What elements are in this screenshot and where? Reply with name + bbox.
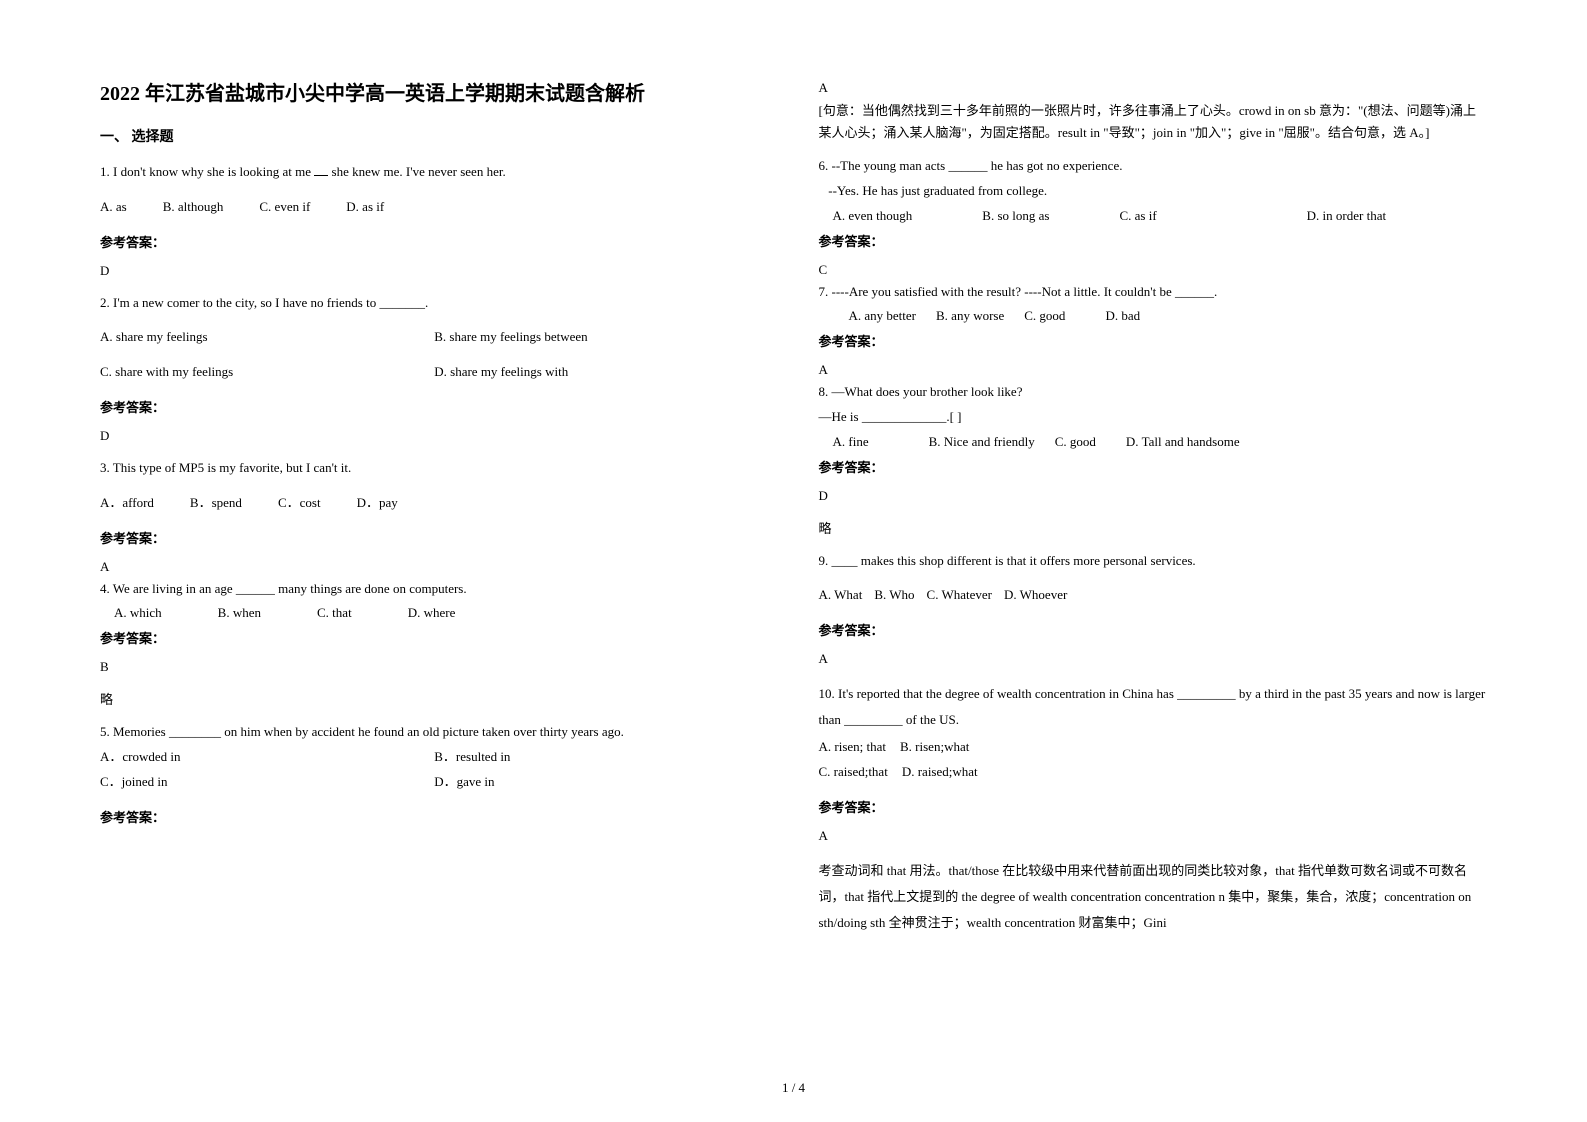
q9-ans-label: 参考答案： xyxy=(819,620,1488,639)
q2-stem: 2. I'm a new comer to the city, so I hav… xyxy=(100,293,769,314)
q1-stem: 1. I don't know why she is looking at me… xyxy=(100,162,769,183)
q10-opt-a: A. risen; that xyxy=(819,737,887,758)
q6-opt-a: A. even though xyxy=(833,206,913,227)
q4-ans: B xyxy=(100,659,769,675)
q10-opt-c: C. raised;that xyxy=(819,762,888,783)
blank-icon xyxy=(314,175,328,176)
document-title: 2022 年江苏省盐城市小尖中学高一英语上学期期末试题含解析 xyxy=(100,80,769,108)
q8-opt-c: C. good xyxy=(1055,432,1096,453)
q1-stem-a: 1. I don't know why she is looking at me xyxy=(100,164,314,179)
q4-options: A. which B. when C. that D. where xyxy=(100,603,769,624)
q3-opt-c: C．cost xyxy=(278,493,321,514)
q7-ans-label: 参考答案： xyxy=(819,331,1488,350)
q5-options: A．crowded in B．resulted in C．joined in D… xyxy=(100,747,769,793)
q6-opt-d: D. in order that xyxy=(1307,206,1386,227)
q7-opt-d: D. bad xyxy=(1105,306,1140,327)
q5-ans-label: 参考答案： xyxy=(100,807,769,826)
section-heading: 一、 选择题 xyxy=(100,126,769,146)
q8-note: 略 xyxy=(819,518,1488,537)
q7-options: A. any better B. any worse C. good D. ba… xyxy=(819,306,1488,327)
q10-opt-b: B. risen;what xyxy=(900,737,969,758)
q9-options: A. What B. Who C. Whatever D. Whoever xyxy=(819,585,1488,606)
q8-ans-label: 参考答案： xyxy=(819,457,1488,476)
q5-opt-c: C．joined in xyxy=(100,772,434,793)
q10-stem: 10. It's reported that the degree of wea… xyxy=(819,681,1488,733)
q6-ans-label: 参考答案： xyxy=(819,231,1488,250)
q8-options: A. fine B. Nice and friendly C. good D. … xyxy=(819,432,1488,453)
q8-opt-a: A. fine xyxy=(833,432,869,453)
q2-opt-a: A. share my feelings xyxy=(100,327,434,348)
q5-stem: 5. Memories ________ on him when by acci… xyxy=(100,722,769,743)
q8-opt-b: B. Nice and friendly xyxy=(929,432,1035,453)
q1-opt-a: A. as xyxy=(100,197,127,218)
q9-opt-d: D. Whoever xyxy=(1004,585,1067,606)
q1-ans: D xyxy=(100,263,769,279)
q3-ans: A xyxy=(100,559,769,575)
q7-opt-c: C. good xyxy=(1024,306,1065,327)
q9-opt-a: A. What xyxy=(819,585,863,606)
q2-options: A. share my feelings B. share my feeling… xyxy=(100,327,769,383)
q4-opt-a: A. which xyxy=(114,603,162,624)
q5-opt-d: D．gave in xyxy=(434,772,768,793)
q9-opt-c: C. Whatever xyxy=(927,585,992,606)
q2-opt-b: B. share my feelings between xyxy=(434,327,768,348)
q1-options: A. as B. although C. even if D. as if xyxy=(100,197,769,218)
q3-options: A．afford B．spend C．cost D．pay xyxy=(100,493,769,514)
q3-opt-a: A．afford xyxy=(100,493,154,514)
q9-stem: 9. ____ makes this shop different is tha… xyxy=(819,551,1488,572)
q8-stem1: 8. —What does your brother look like? xyxy=(819,382,1488,403)
q9-opt-b: B. Who xyxy=(874,585,914,606)
q2-ans-label: 参考答案： xyxy=(100,397,769,416)
q1-opt-c: C. even if xyxy=(259,197,310,218)
q2-opt-c: C. share with my feelings xyxy=(100,362,434,383)
q7-stem: 7. ----Are you satisfied with the result… xyxy=(819,282,1488,303)
q2-ans: D xyxy=(100,428,769,444)
page-number: 1 / 4 xyxy=(0,1080,1587,1096)
q6-ans: C xyxy=(819,262,1488,278)
q9-ans: A xyxy=(819,651,1488,667)
q7-opt-a: A. any better xyxy=(849,306,917,327)
q8-stem2: —He is _____________.[ ] xyxy=(819,407,1488,428)
q5-ans: A xyxy=(819,80,1488,96)
q1-stem-b: she knew me. I've never seen her. xyxy=(328,164,505,179)
q2-opt-d: D. share my feelings with xyxy=(434,362,768,383)
q8-opt-d: D. Tall and handsome xyxy=(1126,432,1240,453)
q4-opt-c: C. that xyxy=(317,603,352,624)
q10-opt-d: D. raised;what xyxy=(902,762,978,783)
left-column: 2022 年江苏省盐城市小尖中学高一英语上学期期末试题含解析 一、 选择题 1.… xyxy=(100,80,769,948)
q10-ans: A xyxy=(819,828,1488,844)
q4-opt-b: B. when xyxy=(218,603,261,624)
q1-opt-d: D. as if xyxy=(346,197,384,218)
q4-note: 略 xyxy=(100,689,769,708)
q10-explain: 考查动词和 that 用法。that/those 在比较级中用来代替前面出现的同… xyxy=(819,858,1488,936)
q6-stem1: 6. --The young man acts ______ he has go… xyxy=(819,156,1488,177)
q8-ans: D xyxy=(819,488,1488,504)
page-container: 2022 年江苏省盐城市小尖中学高一英语上学期期末试题含解析 一、 选择题 1.… xyxy=(0,0,1587,988)
q5-opt-b: B．resulted in xyxy=(434,747,768,768)
q10-ans-label: 参考答案： xyxy=(819,797,1488,816)
q6-opt-b: B. so long as xyxy=(982,206,1049,227)
q10-options: A. risen; that B. risen;what C. raised;t… xyxy=(819,737,1488,783)
q4-opt-d: D. where xyxy=(408,603,456,624)
q3-stem: 3. This type of MP5 is my favorite, but … xyxy=(100,458,769,479)
q4-ans-label: 参考答案： xyxy=(100,628,769,647)
q3-ans-label: 参考答案： xyxy=(100,528,769,547)
q1-opt-b: B. although xyxy=(163,197,224,218)
q3-opt-d: D．pay xyxy=(357,493,398,514)
q6-stem2: --Yes. He has just graduated from colleg… xyxy=(819,181,1488,202)
q7-opt-b: B. any worse xyxy=(936,306,1004,327)
right-column: A [句意：当他偶然找到三十多年前照的一张照片时，许多往事涌上了心头。crowd… xyxy=(819,80,1488,948)
q6-opt-c: C. as if xyxy=(1119,206,1156,227)
q6-options: A. even though B. so long as C. as if D.… xyxy=(819,206,1488,227)
q4-stem: 4. We are living in an age ______ many t… xyxy=(100,579,769,600)
q5-explain: [句意：当他偶然找到三十多年前照的一张照片时，许多往事涌上了心头。crowd i… xyxy=(819,100,1488,144)
q7-ans: A xyxy=(819,362,1488,378)
q1-ans-label: 参考答案： xyxy=(100,232,769,251)
q5-opt-a: A．crowded in xyxy=(100,747,434,768)
q3-opt-b: B．spend xyxy=(190,493,242,514)
